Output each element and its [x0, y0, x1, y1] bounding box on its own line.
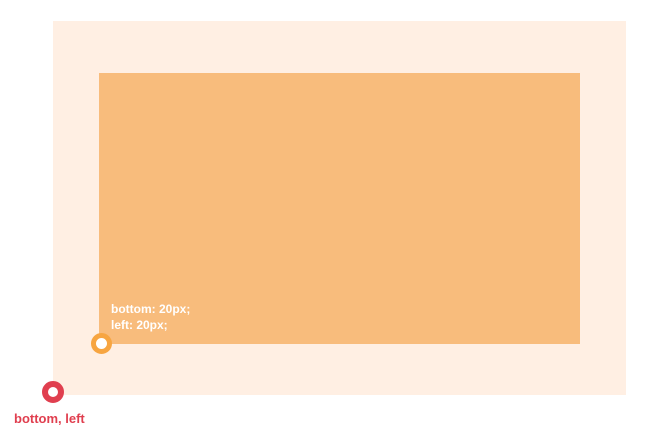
offset-label: bottom: 20px; left: 20px; [111, 301, 190, 333]
container-corner-marker-icon [42, 381, 64, 403]
left-offset-text: left: 20px; [111, 318, 168, 332]
positioned-box [99, 73, 580, 344]
container-corner-label: bottom, left [14, 411, 85, 426]
inner-corner-marker-icon [91, 333, 112, 354]
bottom-offset-text: bottom: 20px; [111, 302, 191, 316]
